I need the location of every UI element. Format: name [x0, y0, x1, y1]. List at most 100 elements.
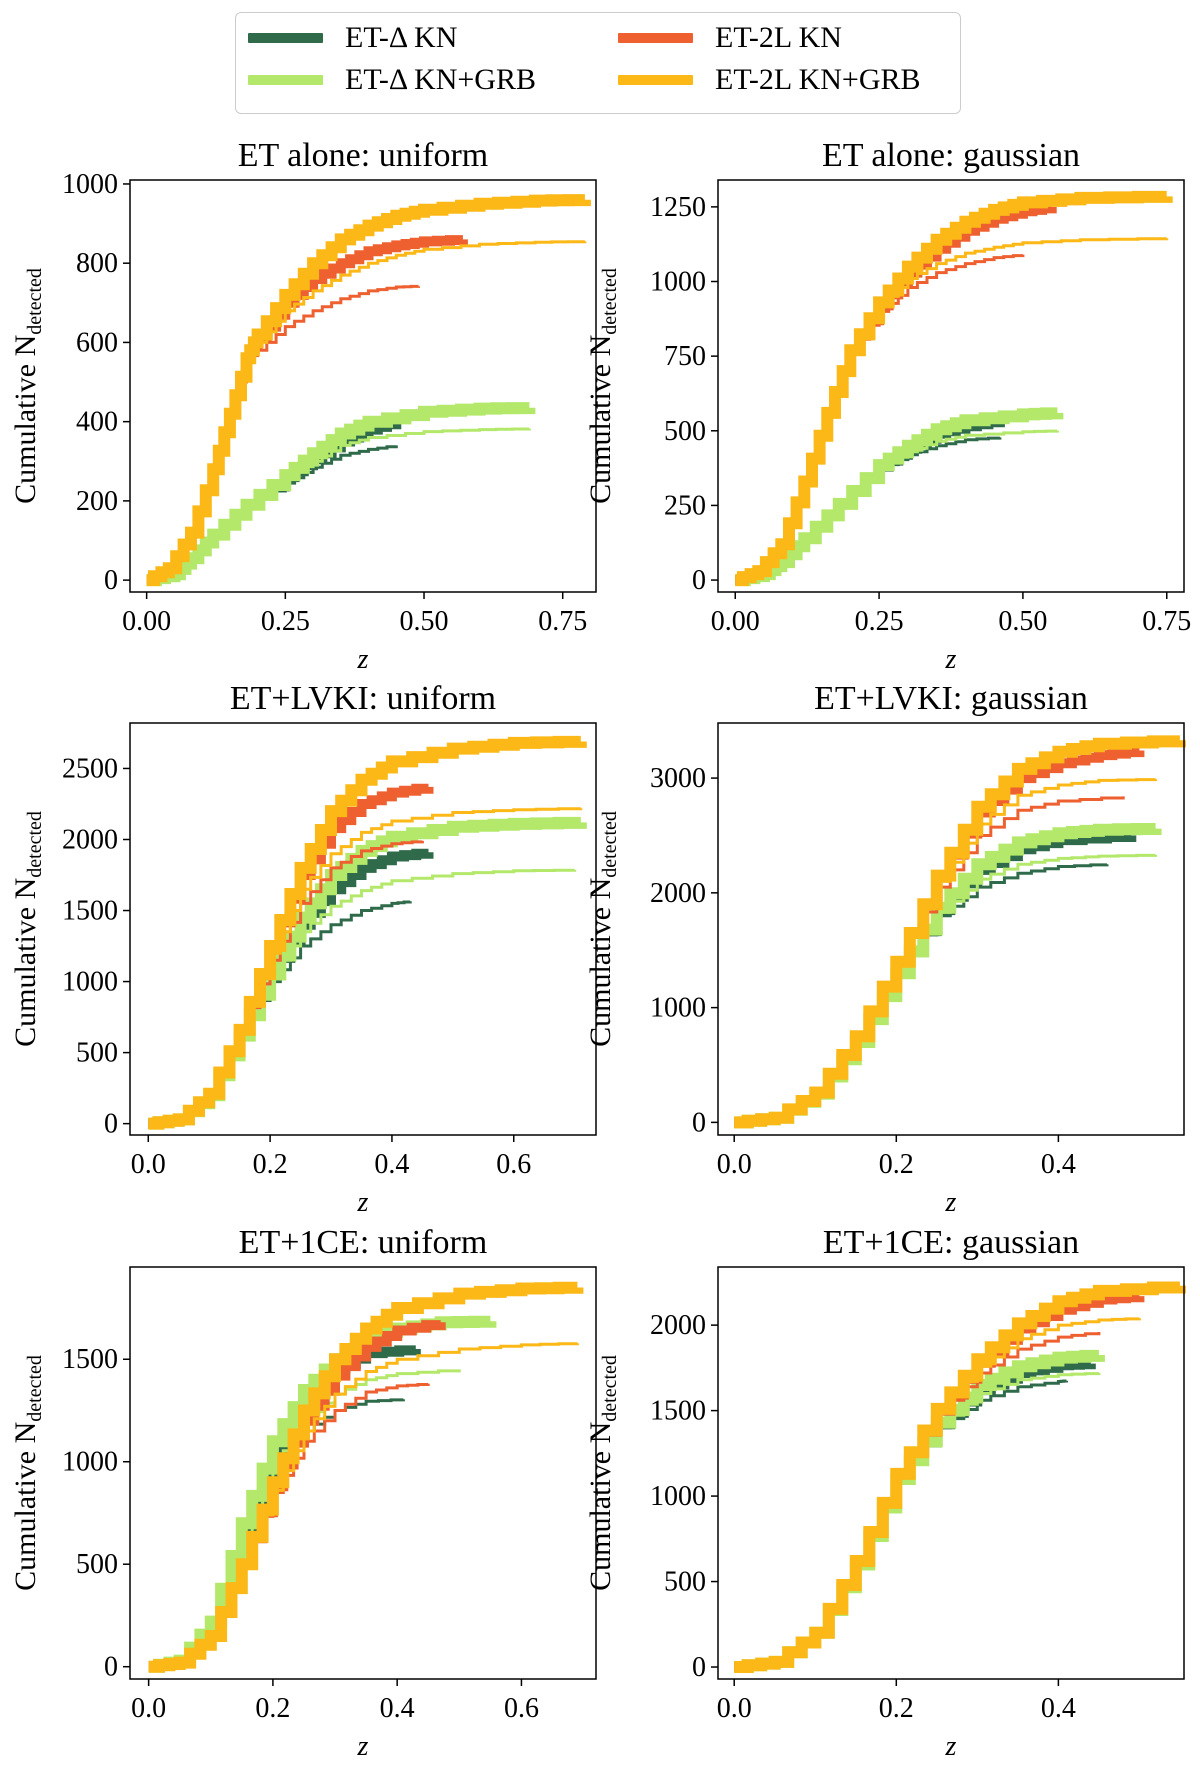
y-axis-label-subscript: detected [24, 268, 46, 335]
legend-swatch-et-delta-kn-grb [248, 75, 323, 85]
chart-title: ET+1CE: gaussian [823, 1224, 1079, 1261]
series-line-1 [734, 1379, 1068, 1669]
y-axis-label: Cumulative Ndetected [584, 1355, 621, 1591]
x-tick-label: 0.75 [1142, 606, 1191, 637]
x-axis-label: z [945, 1731, 957, 1762]
x-tick-label: 0.00 [711, 606, 760, 637]
series-group [734, 1281, 1186, 1673]
y-tick-label: 2000 [62, 824, 118, 855]
y-tick-label: 500 [76, 1549, 118, 1580]
legend: ET-Δ KN ET-2L KN ET-Δ KN+GRB ET-2L KN+GR… [235, 12, 961, 114]
y-axis-label-main: Cumulative N [9, 335, 42, 504]
x-tick-label: 0.25 [855, 606, 904, 637]
y-tick-label: 250 [664, 490, 706, 521]
x-tick-label: 0.0 [131, 1149, 166, 1180]
axes-frame [717, 722, 1185, 1136]
legend-swatch-et-2l-kn-grb [618, 75, 693, 85]
series-group [735, 190, 1173, 587]
y-axis-label: Cumulative Ndetected [9, 1355, 46, 1591]
y-tick-label: 1000 [62, 967, 118, 998]
y-tick-label: 0 [104, 1109, 118, 1140]
y-tick-label: 1000 [650, 993, 706, 1024]
series-line-6 [735, 203, 1057, 586]
y-tick-label: 0 [692, 1652, 706, 1683]
chart-panel-4: ET+LVKI: gaussian 0.0 0.2 0.4 0 1000 2000 3000 z… [584, 680, 1186, 1218]
x-tick-label: 0.25 [261, 606, 310, 637]
y-tick-label: 2000 [650, 878, 706, 909]
y-tick-label: 750 [664, 341, 706, 372]
axes-frame [129, 179, 597, 593]
x-tick-label: 0.2 [253, 1149, 288, 1180]
x-axis-label: z [945, 644, 957, 675]
series-line-3 [734, 1372, 1101, 1669]
series-line-4 [734, 1349, 1105, 1673]
y-tick-label: 3000 [650, 763, 706, 794]
series-line-7 [734, 1317, 1141, 1669]
y-axis-label-main: Cumulative N [9, 878, 42, 1047]
legend-label-et-delta-kn-grb: ET-Δ KN+GRB [345, 63, 536, 96]
series-line-8 [734, 1281, 1186, 1673]
x-tick-label: 0.4 [374, 1149, 409, 1180]
y-tick-label: 600 [76, 327, 118, 358]
y-tick-label: 800 [76, 248, 118, 279]
y-axis-label-main: Cumulative N [584, 878, 617, 1047]
x-tick-label: 0.00 [122, 606, 171, 637]
series-line-8 [734, 735, 1186, 1129]
y-axis-label-subscript: detected [24, 1355, 46, 1422]
y-tick-label: 0 [104, 1652, 118, 1683]
chart-panel-1: ET alone: uniform 0.00 0.25 0.50 0.75 0 200 400… [9, 137, 597, 675]
y-tick-label: 500 [76, 1038, 118, 1069]
series-line-3 [148, 868, 577, 1126]
legend-item-et-2l-kn-grb: ET-2L KN+GRB [618, 63, 921, 97]
y-tick-label: 500 [664, 416, 706, 447]
x-axis-label: z [357, 644, 369, 675]
y-tick-label: 1000 [62, 1447, 118, 1478]
chart-panel-5: ET+1CE: uniform 0.0 0.2 0.4 0.6 0 500 1000 1500 z… [9, 1224, 597, 1762]
legend-label-et-delta-kn: ET-Δ KN [345, 21, 458, 54]
series-group [734, 735, 1186, 1129]
x-tick-label: 0.75 [538, 606, 587, 637]
y-axis-label-subscript: detected [599, 1355, 621, 1422]
series-line-2 [148, 1345, 421, 1672]
y-axis-label: Cumulative Ndetected [584, 811, 621, 1047]
series-line-5 [734, 796, 1125, 1124]
legend-label-et-2l-kn-grb: ET-2L KN+GRB [715, 63, 921, 96]
axes-frame [717, 179, 1185, 593]
y-tick-label: 0 [104, 565, 118, 596]
y-tick-label: 1500 [62, 896, 118, 927]
y-axis-label-main: Cumulative N [584, 1422, 617, 1591]
x-axis-label: z [357, 1187, 369, 1218]
y-tick-label: 1500 [650, 1396, 706, 1427]
series-group [148, 1281, 584, 1673]
chart-panel-3: ET+LVKI: uniform 0.0 0.2 0.4 0.6 0 500 1000 1500… [9, 680, 597, 1218]
axes-frame [129, 722, 597, 1136]
y-tick-label: 2500 [62, 753, 118, 784]
legend-item-et-delta-kn-grb: ET-Δ KN+GRB [248, 63, 536, 97]
series-line-2 [734, 1359, 1096, 1672]
y-axis-label: Cumulative Ndetected [9, 811, 46, 1047]
x-tick-label: 0.2 [879, 1149, 914, 1180]
x-tick-label: 0.50 [400, 606, 449, 637]
legend-item-et-2l-kn: ET-2L KN [618, 21, 842, 55]
y-tick-label: 1000 [62, 169, 118, 200]
x-tick-label: 0.0 [717, 1149, 752, 1180]
axes-frame [717, 1266, 1185, 1680]
x-axis-label: z [945, 1187, 957, 1218]
series-line-8 [146, 194, 591, 587]
y-axis-label-main: Cumulative N [584, 335, 617, 504]
y-tick-label: 500 [664, 1567, 706, 1598]
y-tick-label: 0 [692, 565, 706, 596]
chart-panel-6: ET+1CE: gaussian 0.0 0.2 0.4 0 500 1000 1500 200… [584, 1224, 1186, 1762]
y-tick-label: 1500 [62, 1344, 118, 1375]
x-tick-label: 0.6 [496, 1149, 531, 1180]
y-axis-label-subscript: detected [599, 811, 621, 878]
series-group [146, 194, 591, 587]
chart-title: ET alone: gaussian [822, 137, 1080, 174]
series-line-6 [734, 747, 1145, 1128]
series-line-8 [148, 735, 587, 1130]
y-axis-label-subscript: detected [24, 811, 46, 878]
legend-label-et-2l-kn: ET-2L KN [715, 21, 842, 54]
y-axis-label: Cumulative Ndetected [584, 268, 621, 504]
series-line-8 [735, 190, 1173, 587]
